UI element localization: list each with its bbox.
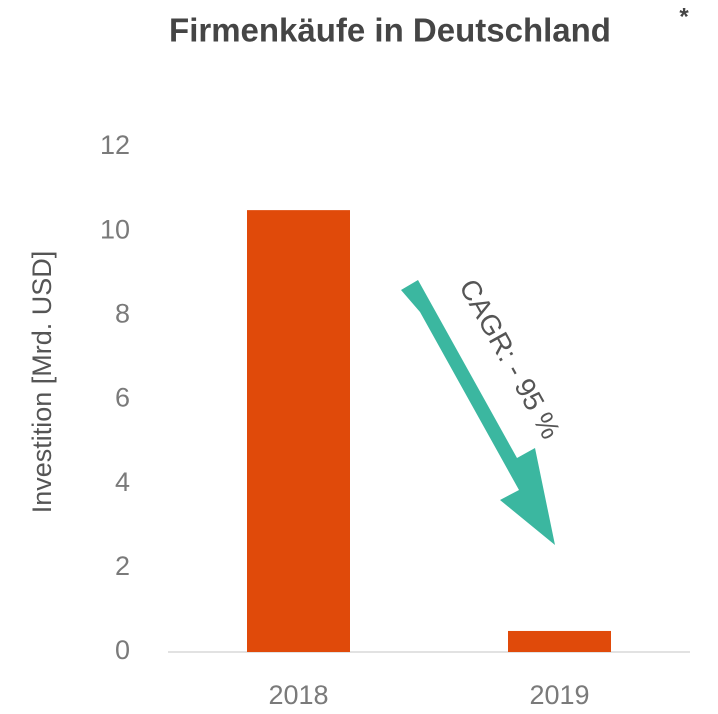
y-tick-label: 4 [115,467,130,497]
annotation: CAGR: - 95 % [453,274,566,444]
bar [247,210,350,652]
x-tick-label: 2019 [529,680,589,710]
bar [508,630,611,652]
y-tick-label: 6 [115,383,130,413]
title-marker: * [679,3,689,30]
chart-title: Firmenkäufe in Deutschland [169,12,611,49]
x-tick-label: 2018 [268,680,328,710]
trend-arrow [401,280,555,545]
y-tick-label: 0 [115,635,130,665]
y-axis-label: Investition [Mrd. USD] [27,251,57,514]
y-tick-label: 12 [100,130,130,160]
y-tick-label: 10 [100,214,130,244]
y-tick-label: 2 [115,551,130,581]
y-tick-label: 8 [115,298,130,328]
